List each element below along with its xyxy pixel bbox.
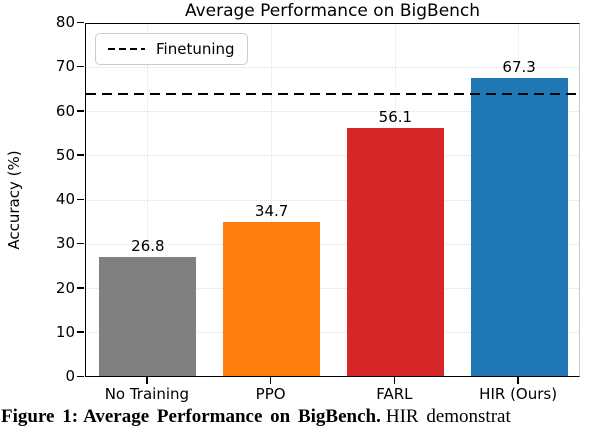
bar bbox=[470, 78, 568, 376]
y-tick-label: 60 bbox=[55, 101, 75, 120]
y-tick-mark bbox=[77, 154, 84, 156]
bar-value-label: 56.1 bbox=[378, 107, 413, 126]
finetuning-reference-line bbox=[86, 92, 579, 96]
x-gridline bbox=[270, 24, 272, 376]
x-gridline bbox=[147, 24, 149, 376]
dashed-line-sample-icon bbox=[108, 47, 145, 51]
bar-value-label: 26.8 bbox=[131, 237, 165, 256]
y-tick-mark bbox=[77, 21, 84, 23]
y-tick-mark bbox=[77, 287, 84, 289]
y-tick-mark bbox=[77, 110, 84, 112]
y-gridline bbox=[86, 155, 579, 157]
y-gridline bbox=[86, 332, 579, 334]
figure-caption: Figure 1: Average Performance on BigBench… bbox=[1, 406, 612, 428]
x-tick-label: FARL bbox=[376, 385, 413, 403]
bar bbox=[223, 222, 321, 376]
y-tick-label: 50 bbox=[55, 145, 75, 164]
y-gridline bbox=[86, 199, 579, 201]
y-gridline bbox=[86, 111, 579, 112]
x-tick-mark bbox=[393, 377, 396, 384]
caption-text: HIR demonstrat bbox=[385, 406, 511, 427]
y-gridline bbox=[86, 243, 579, 245]
y-tick-label: 20 bbox=[55, 278, 75, 297]
y-tick-label: 30 bbox=[55, 234, 75, 253]
y-tick-mark bbox=[77, 65, 84, 68]
legend-label: Finetuning bbox=[156, 40, 235, 58]
bar bbox=[99, 257, 197, 376]
caption-title: Average Performance on BigBench. bbox=[83, 406, 381, 427]
x-tick-label: No Training bbox=[104, 385, 190, 403]
x-tick-mark bbox=[146, 377, 148, 384]
x-tick-mark bbox=[269, 377, 272, 384]
chart-title: Average Performance on BigBench bbox=[184, 1, 481, 21]
y-tick-mark bbox=[77, 331, 84, 333]
bar-value-label: 67.3 bbox=[502, 58, 536, 77]
x-tick-label: HIR (Ours) bbox=[479, 385, 558, 403]
y-tick-label: 40 bbox=[55, 190, 75, 208]
y-tick-label: 10 bbox=[55, 322, 75, 341]
bar bbox=[346, 127, 444, 376]
y-tick-mark bbox=[77, 198, 84, 200]
y-gridline bbox=[86, 66, 579, 68]
x-tick-label: PPO bbox=[255, 385, 286, 403]
caption-label: Figure 1: bbox=[1, 406, 79, 427]
plot-area: Finetuning 26.8 34.7 56.1 67.3 bbox=[85, 23, 580, 377]
y-tick-mark bbox=[77, 242, 84, 245]
legend: Finetuning bbox=[95, 33, 248, 65]
y-tick-label: 70 bbox=[55, 57, 75, 76]
y-tick-label: 80 bbox=[55, 13, 75, 31]
bar-value-label: 34.7 bbox=[254, 202, 289, 221]
x-tick-mark bbox=[517, 377, 519, 384]
y-gridline bbox=[86, 288, 579, 289]
y-tick-mark bbox=[77, 375, 84, 377]
y-tick-label: 0 bbox=[65, 367, 75, 385]
